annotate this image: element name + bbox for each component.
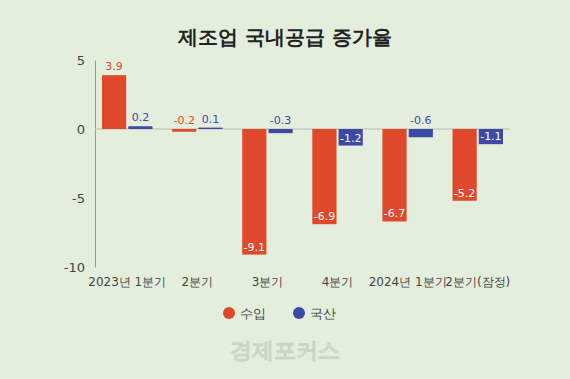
chart: 제조업 국내공급 증가율-10-5052023년 1분기2분기3분기4분기202…	[0, 0, 570, 379]
y-tick-label: 5	[77, 53, 85, 68]
data-label: -5.2	[454, 187, 475, 200]
legend-swatch	[223, 307, 235, 319]
legend-label: 수입	[240, 306, 266, 321]
data-label: -6.9	[314, 210, 335, 223]
data-labels: 3.9 -0.2 -9.1 -6.9 -6.7 -5.2 0.2 0.1 -0.3 -1.2 -0.…	[105, 60, 501, 253]
data-label: -0.2	[173, 114, 194, 127]
bar	[128, 126, 152, 129]
x-tick: 2023년 1분기	[88, 267, 166, 289]
y-tick: -10	[64, 260, 95, 275]
y-tick: 5	[77, 53, 95, 68]
legend: 수입 국산	[223, 306, 336, 321]
baseline	[95, 129, 510, 130]
data-label: -0.3	[270, 114, 291, 127]
y-axis: -10 -5 0 5	[64, 53, 96, 275]
bar	[409, 129, 433, 137]
data-label: -0.6	[410, 114, 431, 127]
x-tick: 3분기	[252, 267, 284, 289]
data-label: 0.1	[202, 113, 220, 126]
x-tick-label: 3분기	[252, 275, 284, 289]
legend-label: 국산	[310, 306, 336, 321]
x-tick-label: 2분기(잠정)	[445, 275, 510, 289]
x-tick: 4분기	[322, 267, 354, 289]
bar	[479, 129, 503, 144]
y-tick-label: 0	[77, 122, 85, 137]
y-tick-label: -10	[64, 260, 85, 275]
annotation: 경제포커스	[230, 338, 340, 363]
x-tick-label: 2023년 1분기	[88, 275, 166, 289]
data-label: 0.2	[132, 111, 150, 124]
bar	[269, 129, 293, 133]
data-label: -9.1	[244, 241, 265, 254]
y-tick-label: -5	[72, 191, 85, 206]
bar	[453, 129, 477, 201]
x-tick-label: 2분기	[182, 275, 214, 289]
x-tick: 2분기(잠정)	[445, 267, 510, 289]
x-tick: 2024년 1분기	[369, 267, 447, 289]
data-label: -6.7	[384, 207, 405, 220]
data-label: -1.1	[480, 130, 501, 143]
bars	[102, 75, 503, 254]
bar	[242, 129, 266, 255]
bar	[382, 129, 406, 221]
bar	[102, 75, 126, 129]
y-tick: -5	[72, 191, 95, 206]
bar	[312, 129, 336, 224]
bar	[339, 129, 363, 146]
legend-swatch	[293, 307, 305, 319]
x-tick: 2분기	[182, 267, 214, 289]
bar	[198, 128, 222, 129]
background	[0, 0, 570, 379]
title: 제조업 국내공급 증가율	[177, 25, 392, 49]
x-axis: 2023년 1분기 2분기 3분기 4분기 2024년 1분기2분기(잠정)	[88, 267, 510, 289]
y-tick: 0	[77, 122, 95, 137]
data-label: 3.9	[105, 60, 123, 73]
x-tick-label: 4분기	[322, 275, 354, 289]
data-label: -1.2	[340, 132, 361, 145]
bar	[172, 129, 196, 132]
x-tick-label: 2024년 1분기	[369, 275, 447, 289]
y-axis-line	[95, 61, 96, 268]
plot: -10 -5 0 5 2023년 1분기 2분기 3분기 4분기 2024년 1분기2분기(잠정…	[64, 53, 510, 289]
